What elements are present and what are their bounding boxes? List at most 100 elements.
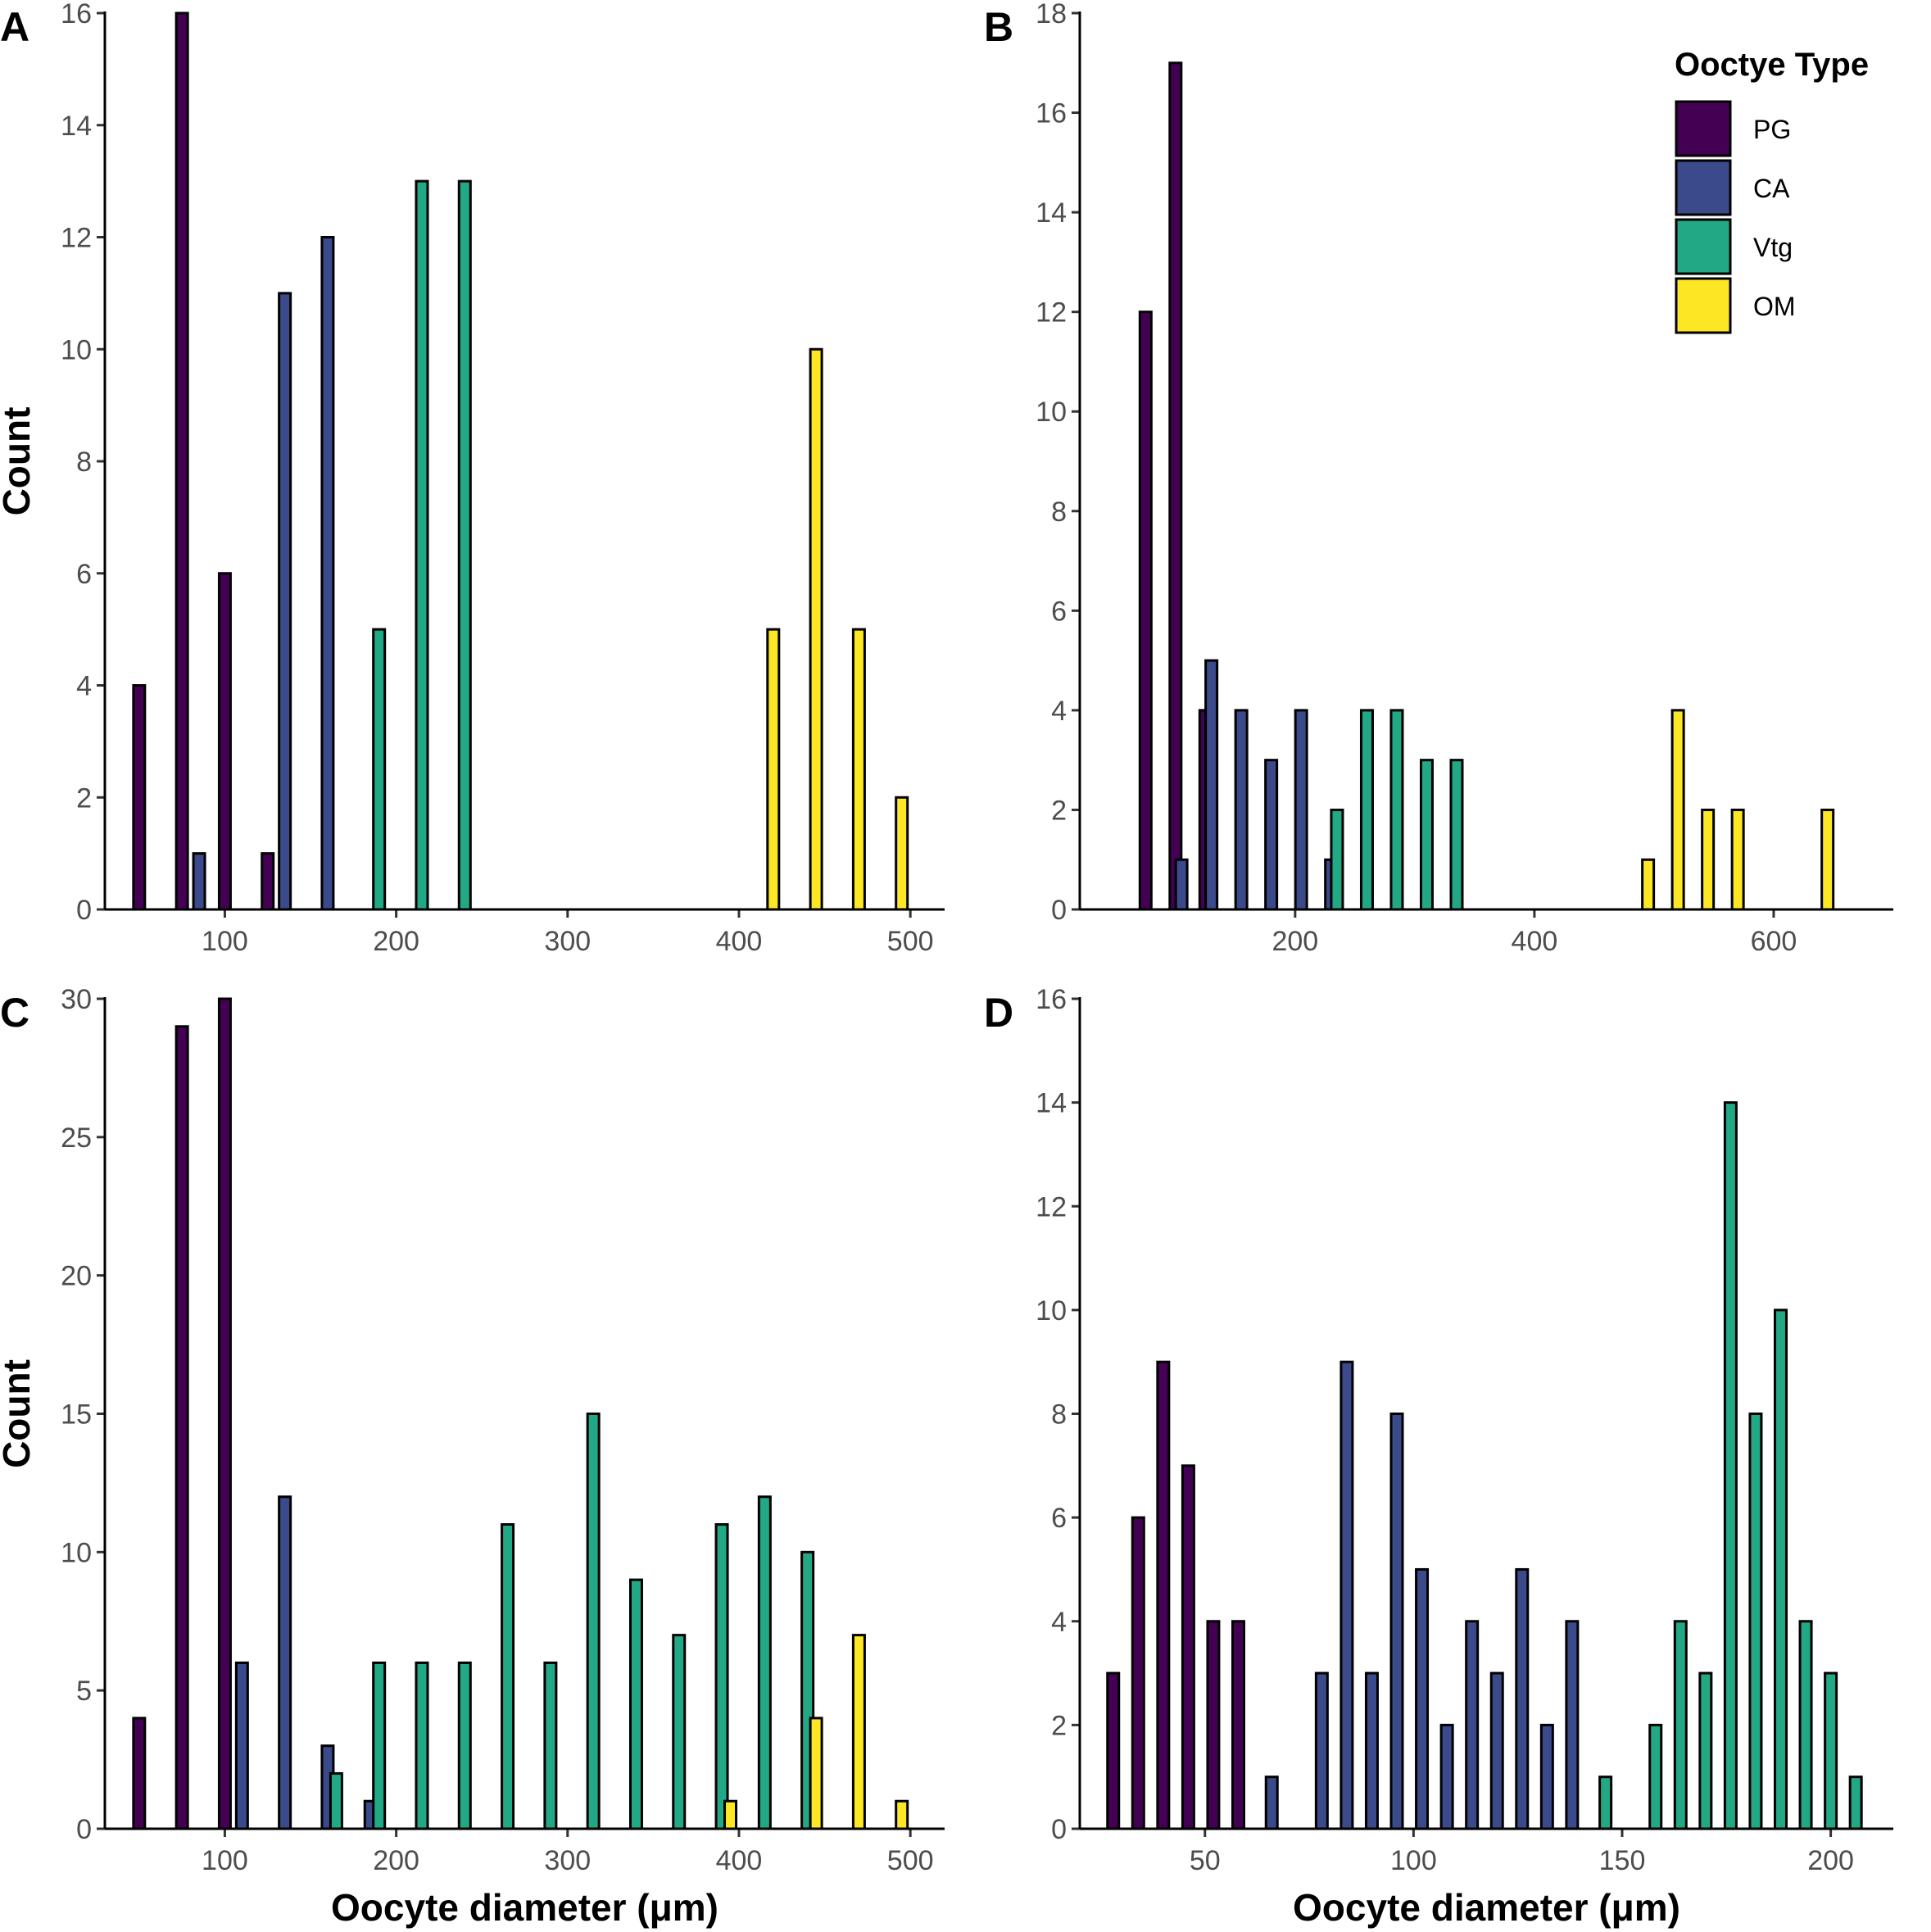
bar-ca xyxy=(1415,1567,1430,1830)
bar-vtg xyxy=(372,1661,387,1830)
bar-vtg xyxy=(329,1771,343,1830)
x-tick-label-b: 600 xyxy=(1751,926,1797,957)
bar-om xyxy=(1701,808,1716,911)
bar-vtg xyxy=(457,1661,472,1830)
bar-vtg xyxy=(1330,808,1344,911)
bar-pg xyxy=(175,1025,189,1830)
bar-om xyxy=(809,347,823,911)
bar-pg xyxy=(1181,1464,1195,1830)
panel-letter-b: B xyxy=(984,4,1013,50)
bar-om xyxy=(1820,808,1835,911)
bar-ca xyxy=(1515,1567,1530,1830)
panel-a: 0 2 4 6 8 10 12 14 16 100 200 300 400 500 A Count xyxy=(0,0,945,957)
y-tick-label-b: 12 xyxy=(1036,297,1067,329)
x-tick-label-a: 200 xyxy=(373,926,419,957)
bar-pg xyxy=(261,852,275,911)
bar-vtg xyxy=(1419,759,1434,911)
bar-vtg xyxy=(1774,1308,1788,1830)
bar-ca xyxy=(1439,1723,1454,1830)
y-tick-label-d: 0 xyxy=(1051,1814,1067,1845)
bar-ca xyxy=(1389,1413,1404,1830)
bar-ca xyxy=(1174,858,1189,911)
bar-ca xyxy=(1339,1360,1354,1830)
y-axis-title-a: Count xyxy=(0,407,38,516)
panel-c: 0 5 10 15 20 25 30 100 200 300 400 500 C Count Oocyte … xyxy=(0,984,945,1929)
bar-pg xyxy=(132,1717,147,1830)
bar-om xyxy=(1641,858,1656,911)
bar-vtg xyxy=(1698,1671,1713,1830)
y-tick-label-b: 18 xyxy=(1036,0,1067,29)
y-tick-label-b: 16 xyxy=(1036,98,1067,129)
bar-ca xyxy=(278,292,292,911)
bar-vtg xyxy=(372,628,387,911)
y-tick-label-d: 4 xyxy=(1051,1607,1067,1638)
y-tick-label-c: 5 xyxy=(76,1676,92,1707)
legend-label-ca: CA xyxy=(1753,174,1790,203)
bar-vtg xyxy=(1748,1413,1763,1830)
y-tick-label-a: 2 xyxy=(76,782,92,814)
bar-vtg xyxy=(1824,1671,1838,1830)
bar-ca xyxy=(1264,759,1279,911)
y-tick-label-a: 12 xyxy=(61,223,92,254)
y-tick-label-d: 14 xyxy=(1036,1088,1067,1119)
bar-ca xyxy=(1264,1776,1279,1830)
legend-swatch-ca xyxy=(1675,159,1732,216)
bar-om xyxy=(851,628,866,911)
bar-om xyxy=(809,1717,823,1830)
bar-vtg xyxy=(543,1661,558,1830)
bar-vtg xyxy=(415,179,429,911)
panel-d: 0 2 4 6 8 10 12 14 16 50 100 150 200 D Oocyte diameter… xyxy=(984,984,1893,1929)
y-tick-label-b: 2 xyxy=(1051,795,1067,826)
bar-vtg xyxy=(1389,709,1404,911)
y-tick-label-d: 2 xyxy=(1051,1710,1067,1741)
y-tick-label-b: 4 xyxy=(1051,696,1067,727)
y-tick-label-d: 8 xyxy=(1051,1399,1067,1431)
bar-vtg xyxy=(1359,709,1374,911)
y-tick-label-a: 10 xyxy=(61,334,92,365)
y-tick-label-d: 10 xyxy=(1036,1295,1067,1327)
bar-pg xyxy=(1156,1360,1171,1830)
y-tick-label-b: 0 xyxy=(1051,895,1067,926)
x-tick-label-d: 100 xyxy=(1390,1845,1437,1876)
bar-vtg xyxy=(1673,1620,1688,1830)
y-tick-label-b: 6 xyxy=(1051,596,1067,627)
legend-label-pg: PG xyxy=(1753,115,1791,144)
x-tick-label-a: 100 xyxy=(202,926,248,957)
bar-pg xyxy=(217,572,232,911)
x-tick-label-a: 400 xyxy=(716,926,763,957)
bar-om xyxy=(1670,709,1685,911)
bar-vtg xyxy=(757,1495,772,1830)
bar-vtg xyxy=(415,1661,429,1830)
panel-letter-a: A xyxy=(0,4,29,50)
y-axis-title-c: Count xyxy=(0,1359,38,1468)
x-tick-label-a: 300 xyxy=(544,926,591,957)
bar-pg xyxy=(1231,1620,1246,1830)
bar-om xyxy=(1730,808,1745,911)
x-tick-label-c: 200 xyxy=(373,1845,419,1876)
y-tick-label-d: 12 xyxy=(1036,1191,1067,1222)
bar-pg xyxy=(1131,1516,1145,1830)
bar-ca xyxy=(320,236,335,911)
x-tick-label-b: 200 xyxy=(1271,926,1318,957)
legend-title: Ooctye Type xyxy=(1675,47,1869,83)
bar-vtg xyxy=(1449,759,1464,911)
x-tick-label-c: 300 xyxy=(544,1845,591,1876)
x-tick-label-c: 500 xyxy=(887,1845,934,1876)
bar-vtg xyxy=(1848,1776,1863,1830)
bar-vtg xyxy=(1598,1776,1613,1830)
y-tick-label-a: 0 xyxy=(76,895,92,926)
x-tick-label-c: 100 xyxy=(202,1845,248,1876)
x-tick-label-d: 50 xyxy=(1190,1845,1221,1876)
bar-ca xyxy=(1204,659,1219,911)
x-axis-title-d: Oocyte diameter (μm) xyxy=(1293,1886,1680,1929)
bar-pg xyxy=(175,11,189,911)
bar-vtg xyxy=(1723,1101,1738,1830)
panel-letter-d: D xyxy=(984,990,1013,1036)
y-tick-label-b: 10 xyxy=(1036,397,1067,428)
bar-ca xyxy=(192,852,206,911)
y-tick-label-c: 20 xyxy=(61,1261,92,1292)
y-tick-label-c: 10 xyxy=(61,1537,92,1568)
bar-om xyxy=(723,1799,738,1830)
